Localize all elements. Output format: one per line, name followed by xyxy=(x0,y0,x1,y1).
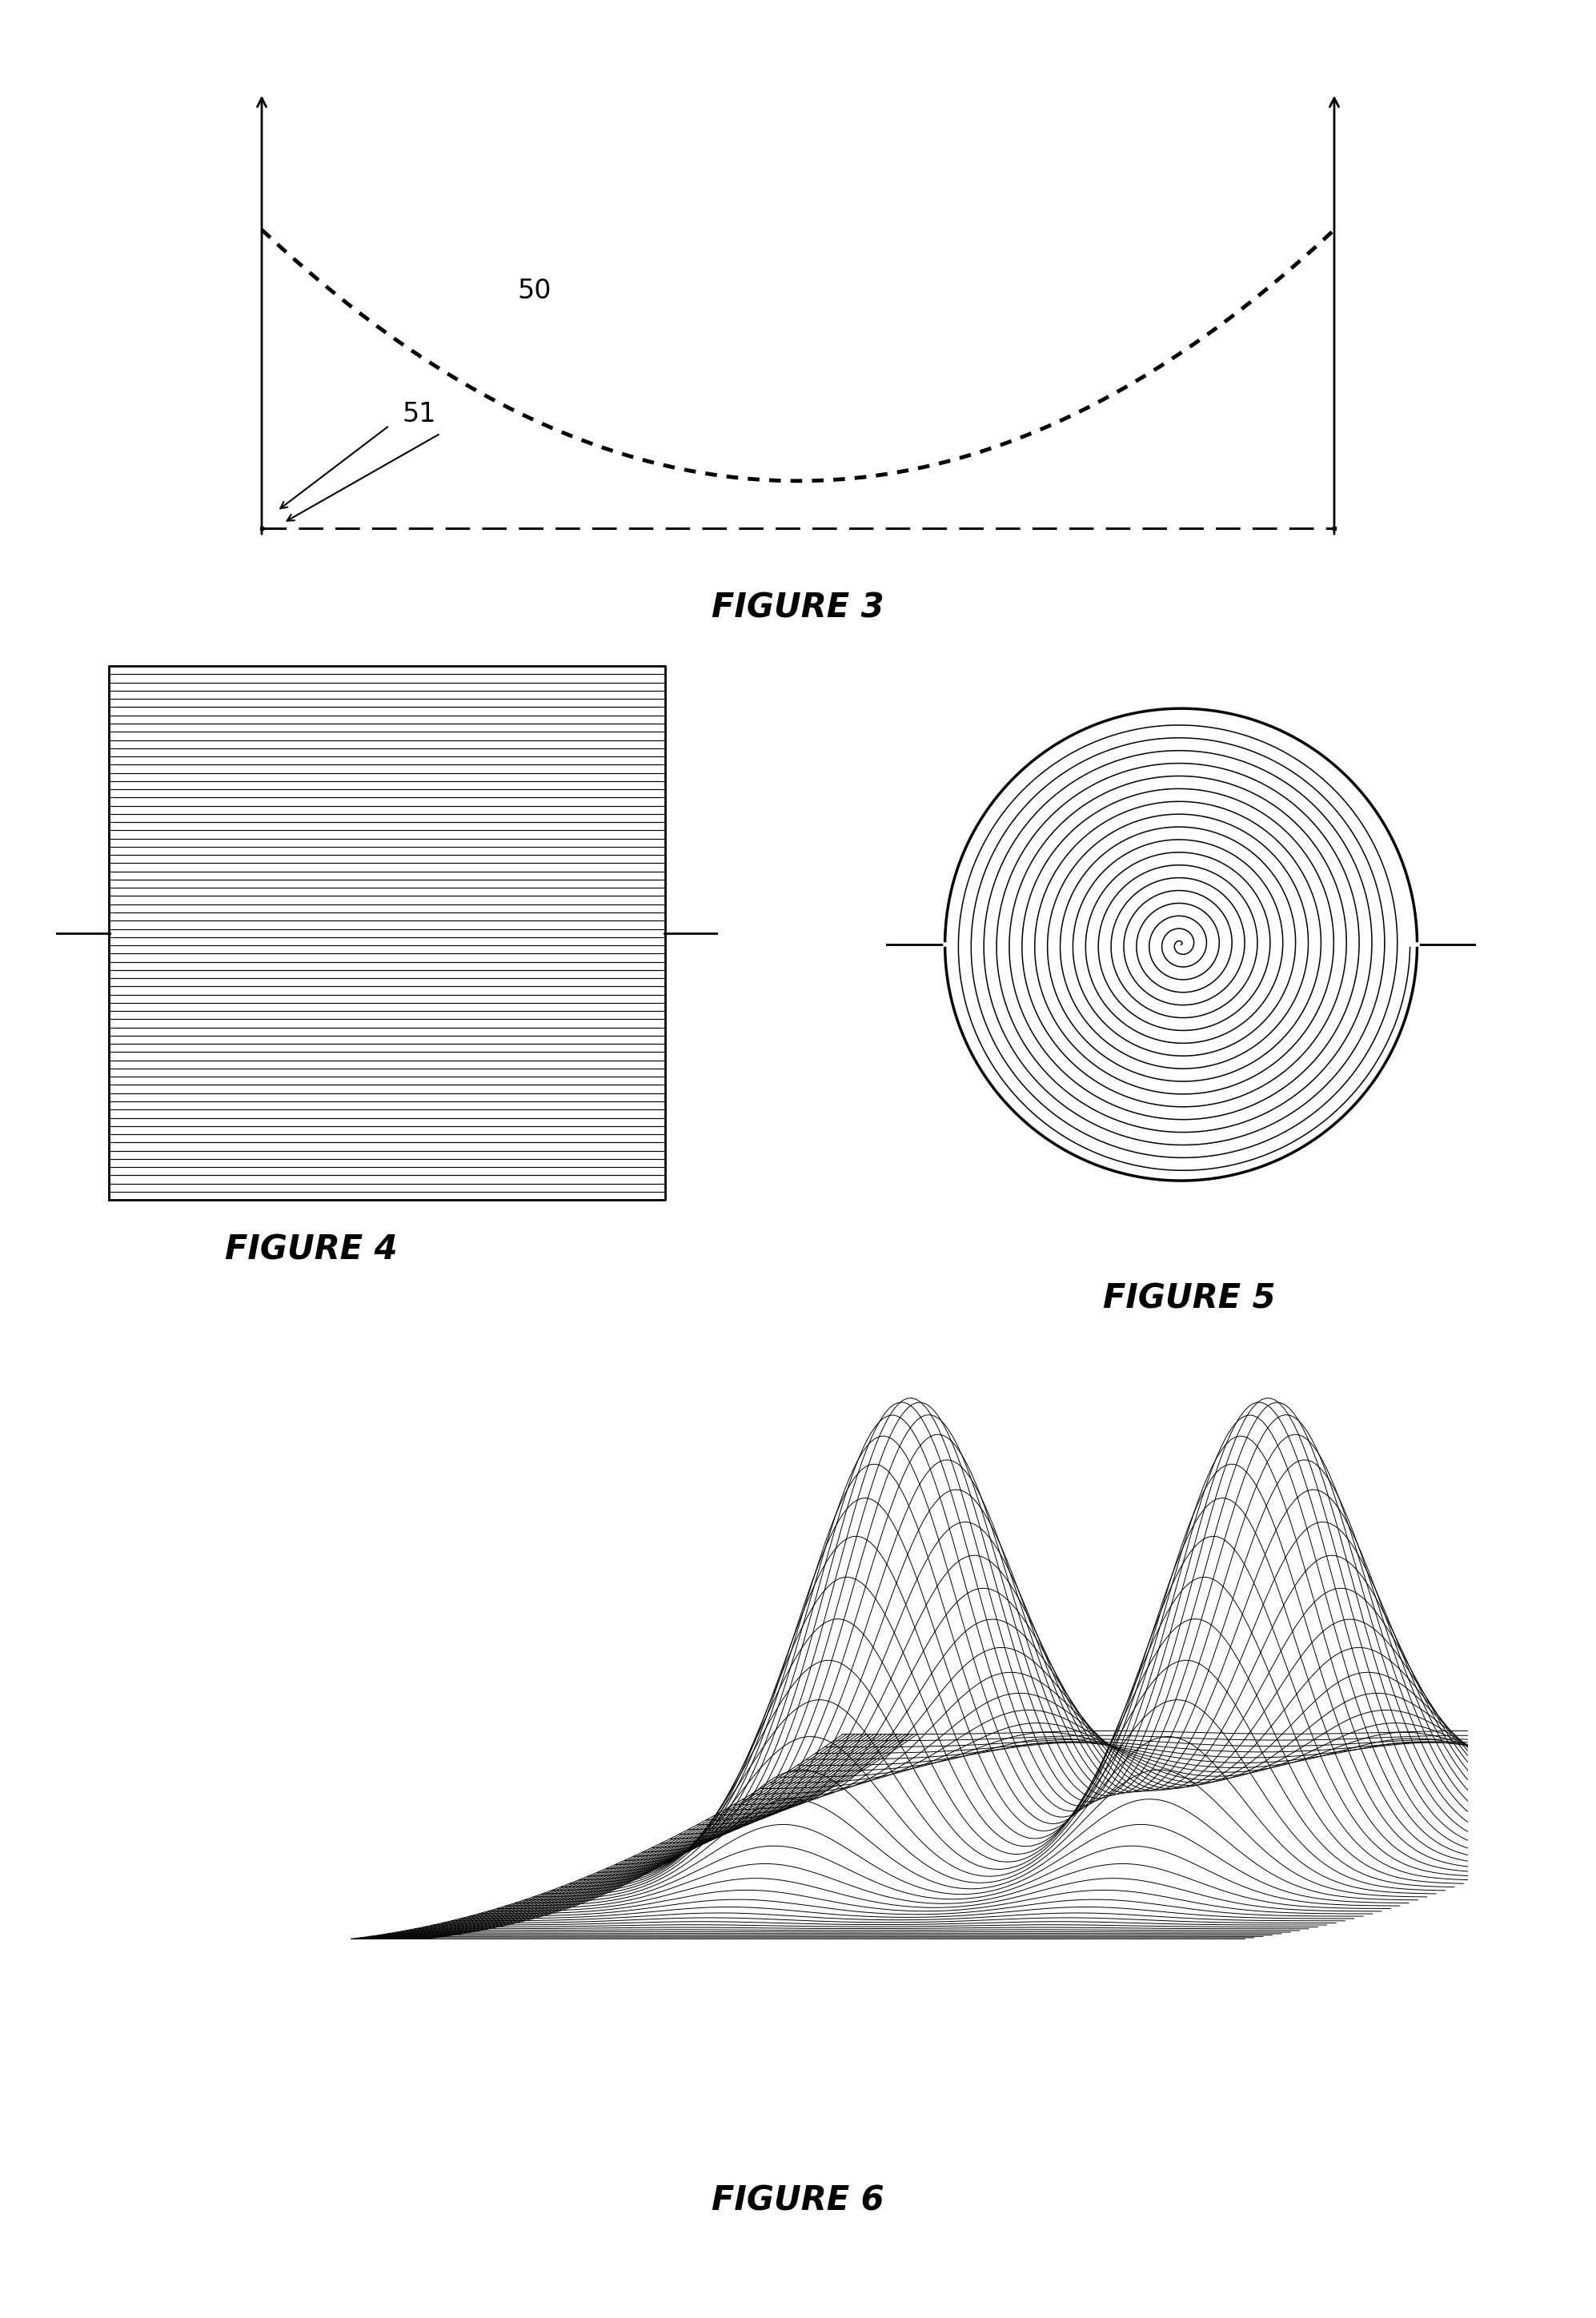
Text: FIGURE 4: FIGURE 4 xyxy=(225,1233,397,1268)
Text: FIGURE 6: FIGURE 6 xyxy=(712,2184,884,2218)
Text: 50: 50 xyxy=(517,278,551,304)
Text: 51: 51 xyxy=(402,401,436,427)
Text: FIGURE 5: FIGURE 5 xyxy=(1103,1282,1275,1317)
Text: FIGURE 3: FIGURE 3 xyxy=(712,591,884,626)
